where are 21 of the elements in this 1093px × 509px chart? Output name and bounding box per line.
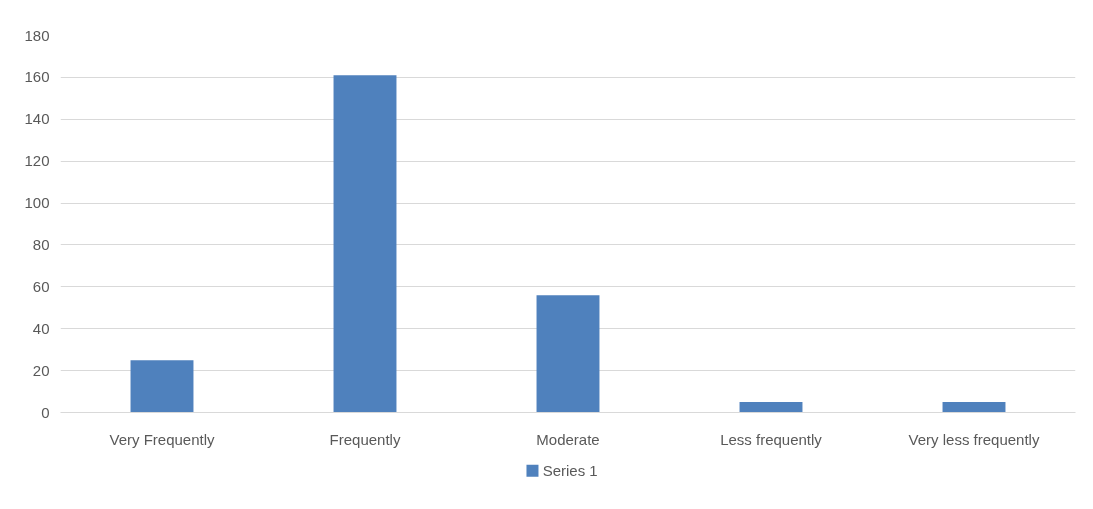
bar (333, 75, 397, 413)
y-tick-label: 160 (24, 68, 50, 86)
y-tick-label: 100 (24, 194, 50, 212)
bar (942, 402, 1006, 413)
legend-label: Series 1 (542, 462, 598, 480)
y-tick-label: 120 (24, 152, 50, 170)
bar (739, 402, 803, 413)
bar (130, 360, 194, 413)
x-tick-label: Very Frequently (109, 430, 216, 448)
y-tick-label: 180 (24, 26, 50, 44)
bar (536, 295, 600, 413)
x-tick-label: Moderate (536, 430, 600, 448)
x-tick-label: Frequently (329, 430, 401, 448)
y-tick-label: 20 (32, 361, 50, 379)
x-tick-label: Very less frequently (908, 430, 1040, 448)
y-tick-label: 60 (32, 277, 50, 295)
y-tick-label: 40 (32, 319, 50, 337)
y-tick-label: 140 (24, 110, 50, 128)
x-tick-label: Less frequently (720, 430, 823, 448)
y-tick-label: 0 (41, 403, 50, 421)
y-tick-label: 80 (32, 235, 50, 253)
